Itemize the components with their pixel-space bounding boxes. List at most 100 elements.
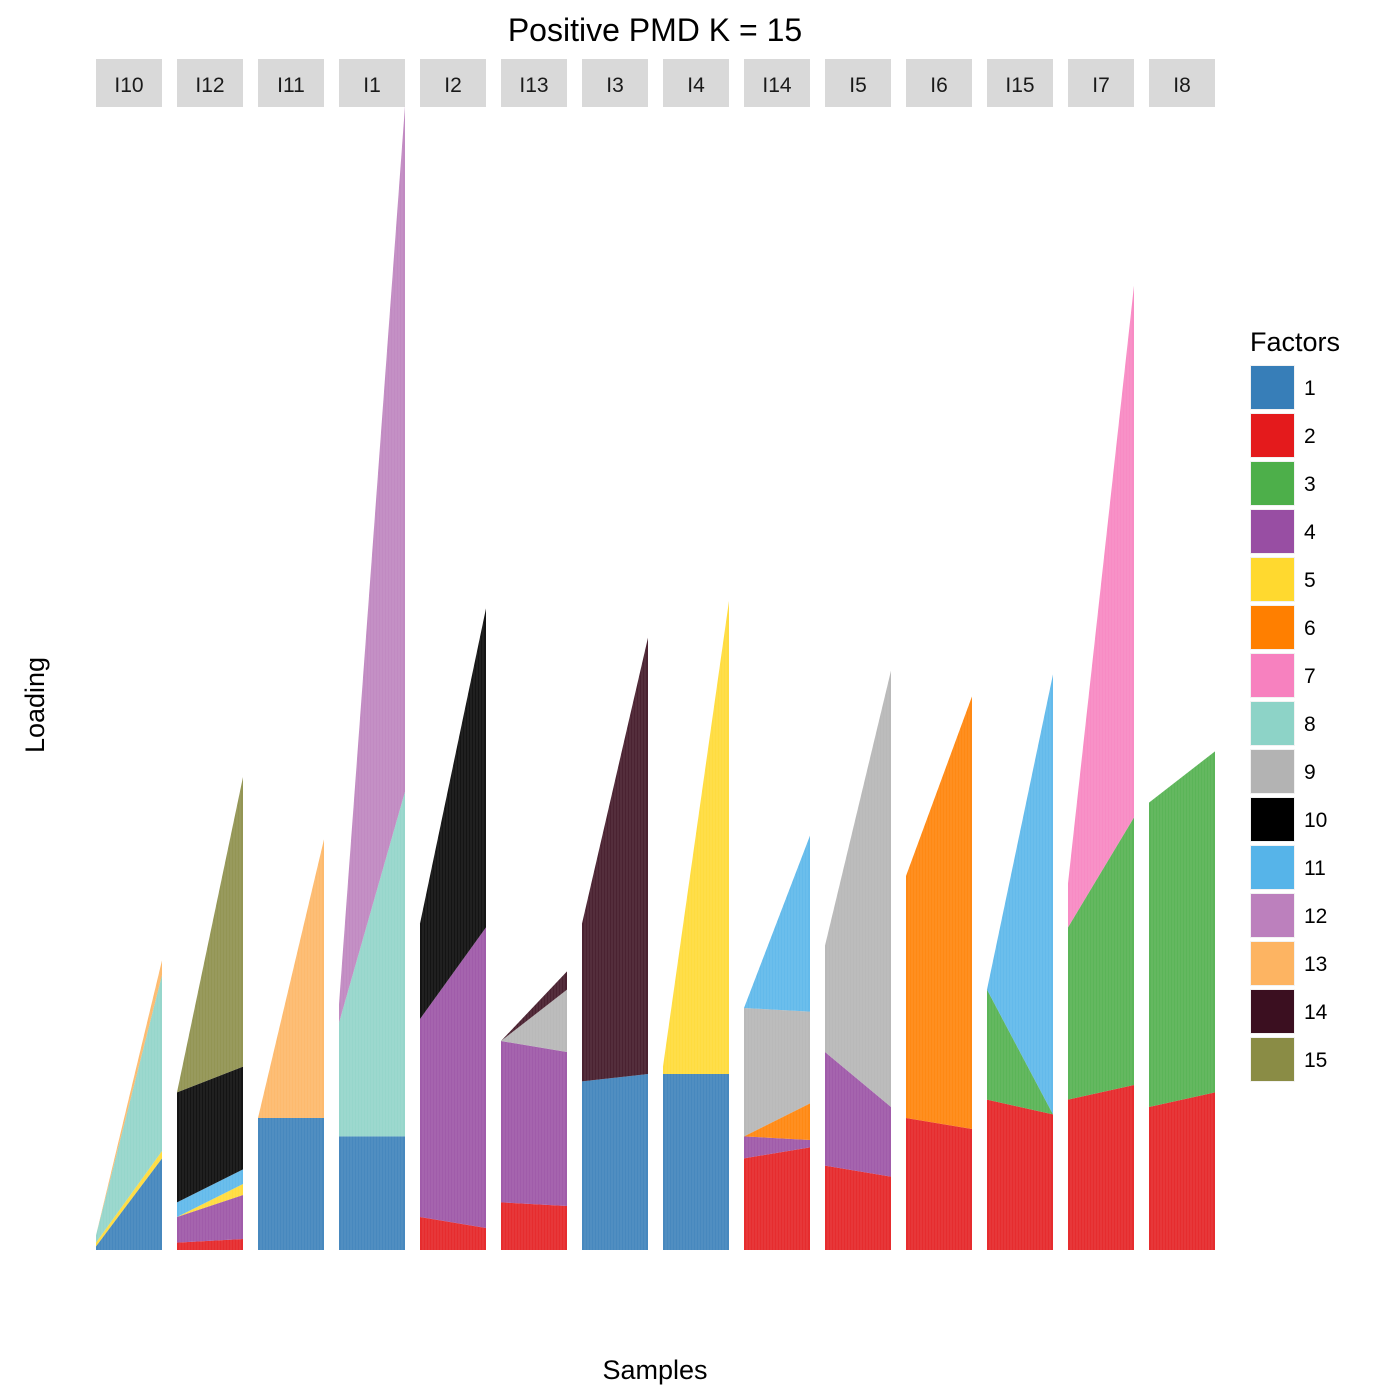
stack-layer-I12-factor-4 [177, 1195, 243, 1243]
stack-layer-I3-factor-1 [582, 1074, 648, 1250]
facet-panel-I10 [96, 960, 162, 1250]
facet-label-I6: I6 [930, 74, 948, 97]
legend-swatch-4 [1251, 510, 1294, 553]
facet-panel-I5 [825, 670, 891, 1250]
facet-strip-I8 [1149, 59, 1215, 107]
stack-layer-I12-factor-10 [177, 1066, 243, 1203]
legend-swatch-9 [1251, 750, 1294, 793]
legend-label-6: 6 [1304, 617, 1316, 640]
legend-label-1: 1 [1304, 377, 1316, 400]
stack-layer-I12-factor-11 [177, 1169, 243, 1217]
stack-layer-I15-factor-2 [987, 1099, 1053, 1250]
legend-label-9: 9 [1304, 761, 1316, 784]
stack-layer-I14-factor-2 [744, 1147, 810, 1250]
stack-layer-I4-factor-5 [663, 601, 729, 1074]
stack-layer-I5-factor-4 [825, 1052, 891, 1177]
stack-layer-I14-factor-4 [744, 1136, 810, 1159]
stack-layer-I3-factor-14 [582, 637, 648, 1082]
stack-layer-I7-factor-2 [1068, 1085, 1134, 1250]
legend-swatch-2 [1251, 414, 1294, 457]
legend-swatch-14 [1251, 990, 1294, 1033]
legend-label-11: 11 [1304, 857, 1326, 880]
legend-swatch-11 [1251, 846, 1294, 889]
stack-layer-I15-factor-3 [987, 989, 1053, 1115]
stack-layer-I8-factor-3 [1149, 751, 1215, 1107]
chart-title: Positive PMD K = 15 [508, 12, 802, 48]
facet-strip-I6 [906, 59, 972, 107]
stack-layer-I10-factor-13 [96, 960, 162, 1236]
legend-label-2: 2 [1304, 425, 1316, 448]
legend-label-13: 13 [1304, 953, 1327, 976]
stack-layer-I6-factor-6 [906, 696, 972, 1129]
facet-panel-I2 [420, 608, 486, 1250]
legend-label-3: 3 [1304, 473, 1316, 496]
facet-panel-I15 [987, 674, 1053, 1250]
facet-panel-I4 [663, 601, 729, 1250]
facet-panel-I7 [1068, 285, 1134, 1250]
legend-label-5: 5 [1304, 569, 1316, 592]
facet-panel-I8 [1149, 751, 1215, 1250]
facet-label-I15: I15 [1005, 74, 1034, 97]
stack-layer-I11-factor-13 [258, 839, 324, 1118]
facet-label-I5: I5 [849, 74, 867, 97]
stack-layer-I4-factor-1 [663, 1074, 729, 1250]
stack-layer-I10-factor-1 [96, 1158, 162, 1250]
facet-label-I7: I7 [1092, 74, 1110, 97]
stack-layer-I5-factor-9 [825, 670, 891, 1107]
stack-layer-I2-factor-4 [420, 927, 486, 1228]
legend-swatch-5 [1251, 558, 1294, 601]
facet-panel-I11 [258, 839, 324, 1250]
legend-label-8: 8 [1304, 713, 1316, 736]
facet-label-I11: I11 [277, 74, 305, 97]
stack-layer-I14-factor-6 [744, 1103, 810, 1140]
facet-panel-I14 [744, 835, 810, 1250]
stack-layer-I7-factor-7 [1068, 285, 1134, 928]
facet-panel-I3 [582, 637, 648, 1250]
stack-layer-I13-factor-14 [501, 971, 567, 1041]
stack-layer-I14-factor-9 [744, 1008, 810, 1137]
facet-strip-I3 [582, 59, 648, 107]
facet-strip-I5 [825, 59, 891, 107]
stack-layer-I6-factor-2 [906, 1118, 972, 1250]
facet-label-I3: I3 [606, 74, 624, 97]
facet-strip-I14 [744, 59, 810, 107]
facet-label-I12: I12 [195, 74, 224, 97]
stack-layer-I8-factor-2 [1149, 1092, 1215, 1250]
legend-label-15: 15 [1304, 1049, 1327, 1072]
stack-layer-I14-factor-11 [744, 835, 810, 1012]
stack-layer-I11-factor-1 [258, 1118, 324, 1250]
stack-layer-I1-factor-12 [339, 106, 405, 1023]
facet-strip-I4 [663, 59, 729, 107]
facet-label-I2: I2 [444, 74, 462, 97]
facet-label-I1: I1 [363, 74, 381, 97]
stack-layer-I7-factor-3 [1068, 817, 1134, 1100]
legend-swatch-7 [1251, 654, 1294, 697]
facet-panel-I13 [501, 971, 567, 1250]
legend-swatch-3 [1251, 462, 1294, 505]
facet-strip-I13 [501, 59, 567, 107]
legend-swatch-13 [1251, 942, 1294, 985]
stack-layer-I15-factor-11 [987, 674, 1053, 1115]
legend-label-4: 4 [1304, 521, 1316, 544]
facet-label-I4: I4 [687, 74, 705, 97]
stack-layer-I12-factor-15 [177, 777, 243, 1093]
plot-area [96, 106, 1215, 1250]
stack-layer-I5-factor-2 [825, 1165, 891, 1250]
facet-strip-I2 [420, 59, 486, 107]
facet-strip-I12 [177, 59, 243, 107]
legend-label-10: 10 [1304, 809, 1327, 832]
facet-strips: I10 I12 I11 I1 I2 I13 I3 I4 I14 I5 I6 I15 I7 I8 [96, 59, 1215, 107]
stack-layer-I13-factor-2 [501, 1202, 567, 1250]
legend-swatch-8 [1251, 702, 1294, 745]
facet-label-I14: I14 [762, 74, 792, 97]
facet-strip-I10 [96, 59, 162, 107]
stack-layer-I12-factor-2 [177, 1239, 243, 1250]
x-axis-label: Samples [602, 1355, 707, 1385]
facet-panel-I1 [339, 106, 405, 1250]
facet-strip-I11 [258, 59, 324, 107]
facet-strip-I7 [1068, 59, 1134, 107]
stack-layer-I2-factor-10 [420, 608, 486, 1019]
stack-layer-I1-factor-1 [339, 1136, 405, 1250]
